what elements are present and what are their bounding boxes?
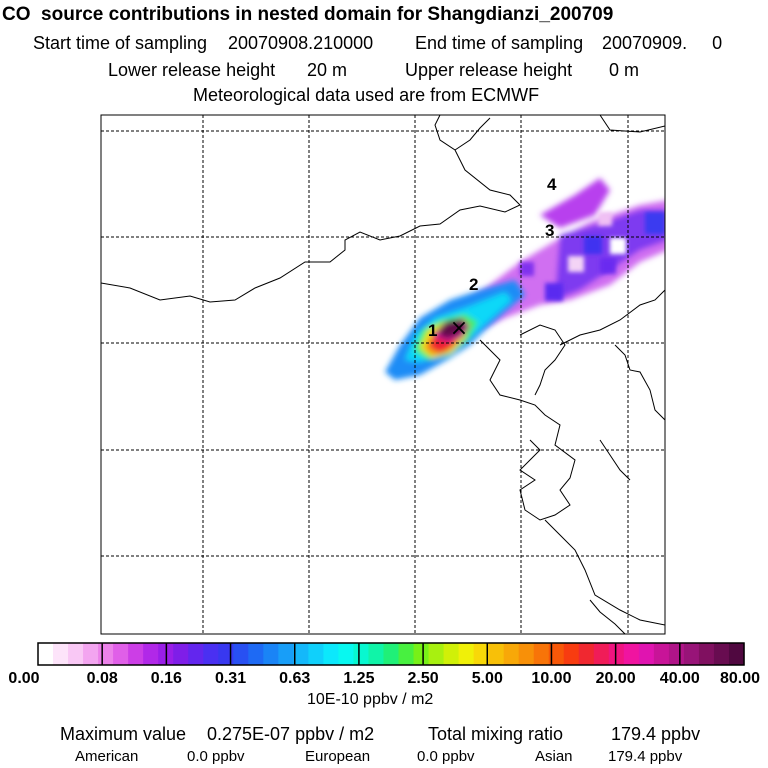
colorbar-cell bbox=[563, 643, 580, 665]
colorbar-cell bbox=[398, 643, 415, 665]
colorbar-cell bbox=[428, 643, 445, 665]
colorbar-cell bbox=[203, 643, 219, 665]
colorbar-cell bbox=[518, 643, 535, 665]
american-label: American bbox=[75, 748, 139, 765]
colorbar-cell bbox=[248, 643, 264, 665]
lower-height-label: Lower release height bbox=[108, 60, 276, 80]
colorbar-tick-label: 1.25 bbox=[343, 670, 375, 687]
asian-value: 179.4 ppbv bbox=[608, 748, 683, 765]
colorbar-cell bbox=[638, 643, 655, 665]
start-time-value: 20070908.210000 bbox=[228, 33, 374, 53]
colorbar-cell bbox=[533, 643, 550, 665]
colorbar-cell bbox=[368, 643, 385, 665]
colorbar-cell bbox=[53, 643, 69, 665]
lower-height-value: 20 m bbox=[307, 60, 348, 80]
coastlines bbox=[101, 115, 665, 634]
colorbar-cell bbox=[653, 643, 670, 665]
colorbar-cell bbox=[323, 643, 340, 665]
colorbar-cell bbox=[383, 643, 400, 665]
colorbar-cell bbox=[98, 643, 114, 665]
lat-lon-grid bbox=[101, 115, 665, 634]
colorbar-cell bbox=[353, 643, 370, 665]
colorbar-tick-label: 0.31 bbox=[214, 670, 247, 687]
total-mixing-value: 179.4 ppbv bbox=[611, 724, 701, 744]
colorbar-tick-label: 0.08 bbox=[86, 670, 118, 687]
colorbar-cell bbox=[413, 643, 430, 665]
colorbar-cell bbox=[218, 643, 234, 665]
colorbar-cell bbox=[548, 643, 565, 665]
colorbar-cell bbox=[503, 643, 520, 665]
colorbar-cell bbox=[443, 643, 460, 665]
trajectory-marker-3: 3 bbox=[545, 221, 554, 240]
colorbar-cell bbox=[263, 643, 279, 665]
colorbar-cell bbox=[578, 643, 595, 665]
colorbar-cell bbox=[308, 643, 324, 665]
colorbar-cell bbox=[173, 643, 189, 665]
upper-height-value: 0 m bbox=[609, 60, 640, 80]
colorbar-cell bbox=[623, 643, 640, 665]
trajectory-marker-4: 4 bbox=[547, 175, 557, 194]
upper-height-label: Upper release height bbox=[405, 60, 573, 80]
plume-gaps bbox=[568, 212, 626, 272]
colorbar-cell bbox=[113, 643, 129, 665]
colorbar-cell bbox=[488, 643, 505, 665]
colorbar-tick-label: 20.00 bbox=[595, 670, 636, 687]
max-value: 0.275E-07 ppbv / m2 bbox=[207, 724, 375, 744]
european-value: 0.0 ppbv bbox=[417, 748, 475, 765]
trajectory-marker-2: 2 bbox=[469, 275, 478, 294]
plume-blue-cells bbox=[520, 212, 665, 301]
colorbar-tick-label: 80.00 bbox=[719, 670, 761, 687]
colorbar-frame bbox=[37, 642, 745, 666]
colorbar-tick-label: 0.63 bbox=[279, 670, 311, 687]
end-time-label: End time of sampling bbox=[415, 33, 584, 53]
colorbar-cell bbox=[38, 643, 54, 665]
met-data-note: Meteorological data used are from ECMWF bbox=[193, 85, 540, 105]
colorbar-cell bbox=[458, 643, 475, 665]
colorbar-cell bbox=[728, 643, 745, 665]
colorbar-tick-label: 2.50 bbox=[407, 670, 439, 687]
trajectory-marker-1: 1 bbox=[428, 321, 437, 340]
european-label: European bbox=[305, 748, 371, 765]
colorbar-cell bbox=[473, 643, 490, 665]
colorbar-cell bbox=[593, 643, 610, 665]
map-frame bbox=[100, 114, 666, 635]
colorbar-cell bbox=[713, 643, 730, 665]
end-time-value: 20070909. 0 bbox=[602, 33, 723, 53]
colorbar-unit: 10E-10 ppbv / m2 bbox=[307, 691, 434, 708]
american-value: 0.0 ppbv bbox=[187, 748, 245, 765]
max-value-label: Maximum value bbox=[60, 724, 187, 744]
receptor-marker: × bbox=[450, 316, 468, 341]
colorbar-cell bbox=[608, 643, 625, 665]
start-time-label: Start time of sampling bbox=[33, 33, 208, 53]
colorbar-cell bbox=[188, 643, 204, 665]
colorbar-tick-label: 10.00 bbox=[531, 670, 572, 687]
colorbar-tick-label: 0.16 bbox=[150, 670, 182, 687]
asian-label: Asian bbox=[535, 748, 573, 765]
total-mixing-label: Total mixing ratio bbox=[428, 724, 564, 744]
colorbar-tick-label: 40.00 bbox=[659, 670, 700, 687]
colorbar-cell bbox=[83, 643, 99, 665]
plume-core bbox=[385, 280, 525, 380]
colorbar-cell bbox=[278, 643, 294, 665]
colorbar-cell bbox=[233, 643, 249, 665]
colorbar-cell bbox=[683, 643, 700, 665]
colorbar-cell bbox=[293, 643, 309, 665]
colorbar-cell bbox=[68, 643, 84, 665]
colorbar-cell bbox=[128, 643, 144, 665]
colorbar-tick-label: 5.00 bbox=[471, 670, 503, 687]
colorbar-cell bbox=[338, 643, 355, 665]
colorbar-cell bbox=[698, 643, 715, 665]
colorbar-cell bbox=[143, 643, 159, 665]
colorbar-tick-label: 0.00 bbox=[8, 670, 40, 687]
figure-title: CO source contributions in nested domain… bbox=[2, 4, 614, 25]
colorbar-cell bbox=[668, 643, 685, 665]
